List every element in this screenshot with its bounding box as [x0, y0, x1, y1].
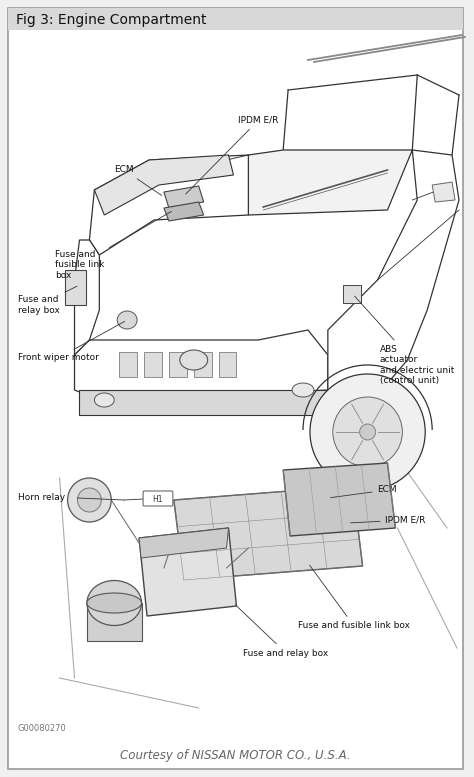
Text: IPDM E/R: IPDM E/R: [186, 116, 279, 194]
FancyBboxPatch shape: [10, 448, 461, 716]
Text: ECM: ECM: [330, 486, 397, 497]
Text: Fig 3: Engine Compartment: Fig 3: Engine Compartment: [16, 13, 206, 27]
Text: Fuse and
fusible link
box: Fuse and fusible link box: [55, 211, 172, 280]
Text: Front wiper motor: Front wiper motor: [18, 322, 125, 363]
FancyBboxPatch shape: [119, 352, 137, 377]
Polygon shape: [90, 155, 248, 255]
Polygon shape: [432, 182, 455, 202]
FancyBboxPatch shape: [144, 352, 162, 377]
FancyBboxPatch shape: [169, 352, 187, 377]
FancyBboxPatch shape: [343, 285, 361, 303]
Ellipse shape: [87, 593, 142, 613]
Circle shape: [77, 488, 101, 512]
Text: Horn relay: Horn relay: [18, 493, 65, 503]
Ellipse shape: [292, 383, 314, 397]
Polygon shape: [139, 528, 237, 616]
FancyBboxPatch shape: [87, 603, 142, 641]
Text: ABS
actuator
and electric unit
(control unit): ABS actuator and electric unit (control …: [355, 296, 454, 385]
Text: Fuse and fusible link box: Fuse and fusible link box: [298, 565, 410, 630]
Polygon shape: [74, 240, 100, 355]
FancyBboxPatch shape: [194, 352, 211, 377]
FancyBboxPatch shape: [219, 352, 237, 377]
Circle shape: [360, 424, 375, 440]
FancyBboxPatch shape: [8, 8, 463, 769]
Text: G00080270: G00080270: [18, 724, 67, 733]
Ellipse shape: [94, 393, 114, 407]
Text: Fuse and relay box: Fuse and relay box: [236, 605, 328, 657]
Circle shape: [310, 374, 425, 490]
Circle shape: [68, 478, 111, 522]
Text: H1: H1: [153, 494, 163, 503]
Polygon shape: [174, 486, 363, 580]
Polygon shape: [80, 390, 328, 415]
Ellipse shape: [87, 580, 142, 625]
Polygon shape: [139, 528, 228, 558]
Text: Fuse and
relay box: Fuse and relay box: [18, 286, 77, 315]
Polygon shape: [74, 330, 328, 400]
Polygon shape: [248, 150, 412, 215]
Ellipse shape: [117, 311, 137, 329]
FancyBboxPatch shape: [10, 32, 461, 442]
FancyBboxPatch shape: [143, 491, 173, 506]
Circle shape: [333, 397, 402, 467]
Polygon shape: [283, 463, 395, 536]
Polygon shape: [164, 202, 204, 221]
Polygon shape: [328, 150, 459, 415]
Text: IPDM E/R: IPDM E/R: [350, 515, 426, 524]
Polygon shape: [164, 186, 204, 208]
FancyBboxPatch shape: [8, 8, 463, 30]
Ellipse shape: [180, 350, 208, 370]
Text: Courtesy of NISSAN MOTOR CO., U.S.A.: Courtesy of NISSAN MOTOR CO., U.S.A.: [120, 748, 351, 761]
Polygon shape: [94, 155, 234, 215]
FancyBboxPatch shape: [64, 270, 86, 305]
Text: ECM: ECM: [114, 166, 162, 196]
